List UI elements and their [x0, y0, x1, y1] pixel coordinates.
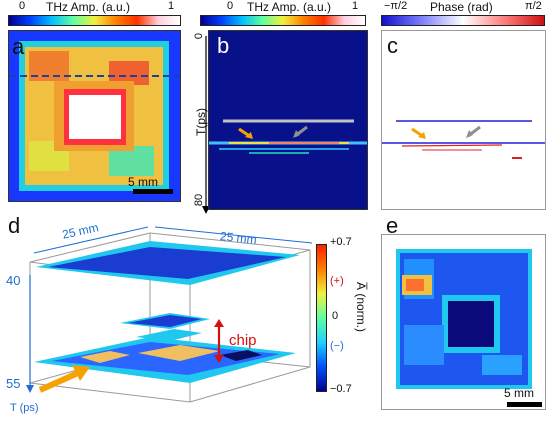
panel-e-map	[396, 249, 532, 389]
colorbar-c	[381, 15, 545, 26]
colorbar-b-min: 0	[227, 0, 234, 12]
panel-c-phase	[382, 120, 545, 159]
colorbar-b-max: 1	[352, 0, 359, 12]
panel-d-t-axis-label: T (ps)	[10, 402, 39, 414]
panel-d-t-top: 40	[6, 273, 21, 288]
colorbar-d-mid: 0	[332, 310, 339, 322]
panel-b-image	[208, 30, 368, 210]
panel-a-scale-label: 5 mm	[128, 175, 158, 189]
colorbar-a-max: 1	[168, 0, 175, 12]
colorbar-d-plus: (+)	[330, 275, 344, 287]
panel-d-t-bottom: 55	[6, 376, 21, 391]
panel-a-scalebar	[133, 189, 173, 194]
panel-e-scalebar	[507, 402, 542, 407]
panel-c-letter: c	[387, 33, 398, 58]
panel-d-chip-label: chip	[229, 332, 257, 349]
colorbar-a-min: 0	[19, 0, 26, 12]
panel-e-image	[381, 234, 546, 410]
colorbar-b-title: THz Amp. (a.u.)	[247, 0, 332, 14]
colorbar-c-min: −π/2	[384, 0, 408, 12]
panel-b-bscan	[209, 31, 367, 209]
panel-a-letter: a	[12, 34, 25, 59]
panel-b-time-axis	[202, 36, 208, 214]
panel-e-scale-label: 5 mm	[504, 386, 534, 400]
colorbar-a-title: THz Amp. (a.u.)	[46, 0, 131, 14]
colorbar-c-max: π/2	[525, 0, 542, 12]
colorbar-c-title: Phase (rad)	[430, 0, 493, 14]
panel-e-letter: e	[386, 213, 399, 238]
panel-c-image	[381, 30, 546, 210]
panel-d-colorbar	[316, 244, 327, 392]
colorbar-a	[8, 15, 181, 26]
panel-a-image	[8, 30, 181, 202]
colorbar-d-bottom: −0.7	[330, 383, 352, 395]
colorbar-d-top: +0.7	[330, 236, 352, 248]
panel-b-letter: b	[217, 33, 230, 58]
colorbar-d-minus: (−)	[330, 340, 344, 352]
colorbar-b	[200, 15, 366, 26]
panel-d-3d-view	[26, 226, 313, 403]
colorbar-d-label: A̅ (norm.)	[354, 281, 369, 333]
panel-d-letter: d	[8, 213, 21, 238]
panel-a-map	[9, 41, 180, 191]
